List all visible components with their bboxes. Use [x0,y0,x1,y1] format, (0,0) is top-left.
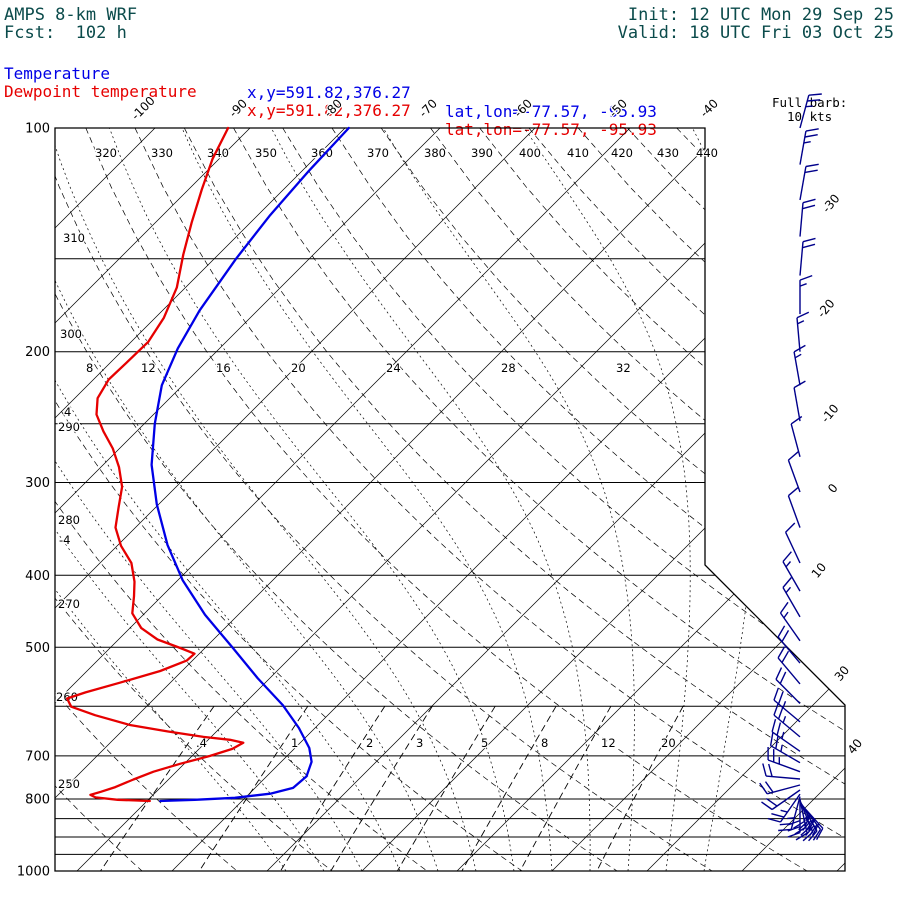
isotherm-right-label: 30 [832,663,853,684]
legend-dewpoint-xy: x,y=591.82,376.27 [247,101,411,120]
isotherm-top-label: -70 [416,96,440,120]
theta-label: 370 [367,146,389,160]
wind-barbs [759,93,824,842]
forecast-hour: Fcst: 102 h [4,23,127,43]
isotherm-top-label: -50 [606,96,630,120]
init-time: Init: 12 UTC Mon 29 Sep 25 [627,5,894,25]
theta-label: 270 [58,597,80,611]
theta-label: 330 [151,146,173,160]
valid-time: Valid: 18 UTC Fri 03 Oct 25 [617,23,894,43]
pressure-tick-label: 700 [25,749,50,764]
pressure-tick-label: 400 [25,569,50,584]
isotherm-right-label: 10 [809,560,830,581]
temperature-curve [150,126,350,803]
dry-adiabats [55,128,845,871]
legend-dewpoint-row: Dewpoint temperature x,y=591.82,376.27 l… [4,63,657,158]
pressure-gridlines [55,258,845,855]
mixing-ratio-label: 12 [601,736,616,750]
chart-border [54,127,846,872]
pressure-tick-label: 200 [25,345,50,360]
mixing-ratio-label: .4 [196,736,207,750]
isotherm-right-label: 40 [845,736,866,757]
isotherm-right-label: -10 [818,401,841,425]
theta-label: 260 [56,690,78,704]
theta-label: 350 [255,146,277,160]
barb-legend-line2: 10 kts [787,109,833,124]
theta-label: 300 [60,327,82,341]
theta-label: 280 [58,513,80,527]
moist-adiabat-label: 24 [386,361,401,375]
moist-adiabat-label: 20 [291,361,306,375]
theta-label: 420 [611,146,633,160]
mixing-ratio-lines [100,705,684,871]
moist-adiabat-label: 4 [64,405,71,419]
mixing-ratio-label: 8 [541,736,548,750]
mixing-ratio-label: 1 [291,736,298,750]
dewpoint-curve [65,126,245,803]
pressure-tick-label: 300 [25,476,50,491]
theta-label: 290 [58,420,80,434]
moist-adiabat-label: 16 [216,361,231,375]
theta-label: 400 [519,146,541,160]
isotherm-right-label: -30 [819,191,842,215]
moist-adiabat-label: 28 [501,361,516,375]
isotherm-right-label: 0 [825,481,841,496]
mixing-ratio-label: 20 [661,736,676,750]
moist-adiabats [55,128,762,871]
moist-adiabat-label: 8 [86,361,93,375]
pressure-tick-label: 1000 [17,865,50,880]
moist-adiabat-label: 32 [616,361,631,375]
pressure-tick-label: 800 [25,792,50,807]
isotherms [55,128,845,871]
theta-label: 430 [657,146,679,160]
theta-label: 250 [58,777,80,791]
theta-label: 380 [424,146,446,160]
theta-label: 320 [95,146,117,160]
legend-temperature-latlon: lat,lon=-77.57, -95.93 [445,102,657,121]
mixing-ratio-label: 5 [481,736,488,750]
legend-temperature-label: Temperature [4,64,110,83]
mixing-ratio-label: 2 [366,736,373,750]
moist-adiabat-label: -4 [59,533,70,547]
pressure-tick-label: 500 [25,641,50,656]
isotherm-top-label: -60 [511,96,535,120]
pressure-tick-label: 100 [25,122,50,137]
moist-adiabat-label: 12 [141,361,156,375]
isotherm-top-label: -80 [321,96,345,120]
isotherm-top-label: -100 [129,94,158,123]
isotherm-right-label: -20 [814,296,837,320]
isotherm-top-label: -90 [226,96,250,120]
theta-label: 390 [471,146,493,160]
model-title: AMPS 8-km WRF [4,5,138,25]
theta-label: 440 [696,146,718,160]
legend-dewpoint-label: Dewpoint temperature [4,82,197,101]
mixing-ratio-label: 3 [416,736,423,750]
theta-label: 410 [567,146,589,160]
chart-line-families [55,128,845,871]
isotherm-top-label: -40 [697,96,721,120]
legend-temperature-xy: x,y=591.82,376.27 [247,83,411,102]
legend-temperature-row: Temperature x,y=591.82,376.27 lat,lon=-7… [4,45,657,140]
barb-legend-line1: Full barb: [772,95,848,110]
theta-label: 310 [63,231,85,245]
